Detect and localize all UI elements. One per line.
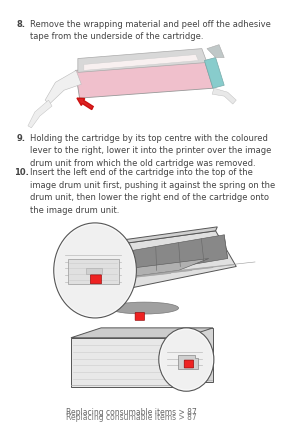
Polygon shape <box>86 269 102 275</box>
Polygon shape <box>28 101 52 129</box>
Ellipse shape <box>110 302 178 314</box>
Text: 8.: 8. <box>17 20 26 29</box>
Polygon shape <box>78 49 207 73</box>
Polygon shape <box>98 263 133 284</box>
Polygon shape <box>183 328 213 383</box>
FancyBboxPatch shape <box>135 313 145 321</box>
Polygon shape <box>101 231 236 288</box>
Polygon shape <box>71 254 213 279</box>
Text: 9.: 9. <box>17 133 26 142</box>
FancyArrow shape <box>77 99 93 110</box>
Polygon shape <box>80 259 209 284</box>
Polygon shape <box>207 46 224 58</box>
Polygon shape <box>131 235 228 275</box>
Polygon shape <box>71 328 213 338</box>
Polygon shape <box>101 227 217 247</box>
Circle shape <box>56 225 135 316</box>
Text: Insert the left end of the cartridge into the top of the
image drum unit first, : Insert the left end of the cartridge int… <box>30 168 275 214</box>
Text: Replacing consumable items > 87: Replacing consumable items > 87 <box>66 407 197 416</box>
Polygon shape <box>45 71 81 105</box>
Text: 10.: 10. <box>14 168 29 177</box>
Polygon shape <box>212 89 236 105</box>
Polygon shape <box>71 338 183 387</box>
Text: Remove the wrapping material and peel off the adhesive
tape from the underside o: Remove the wrapping material and peel of… <box>30 20 271 41</box>
Text: Replacing consumable items > 87: Replacing consumable items > 87 <box>66 412 197 421</box>
Circle shape <box>160 330 212 389</box>
FancyBboxPatch shape <box>184 360 194 368</box>
Text: Holding the cartridge by its top centre with the coloured
lever to the right, lo: Holding the cartridge by its top centre … <box>30 133 271 167</box>
FancyBboxPatch shape <box>90 275 101 284</box>
Polygon shape <box>178 355 198 370</box>
Polygon shape <box>75 61 213 99</box>
Circle shape <box>54 223 136 318</box>
Polygon shape <box>68 259 119 285</box>
Polygon shape <box>204 58 224 89</box>
Circle shape <box>159 328 214 391</box>
Polygon shape <box>84 55 198 71</box>
